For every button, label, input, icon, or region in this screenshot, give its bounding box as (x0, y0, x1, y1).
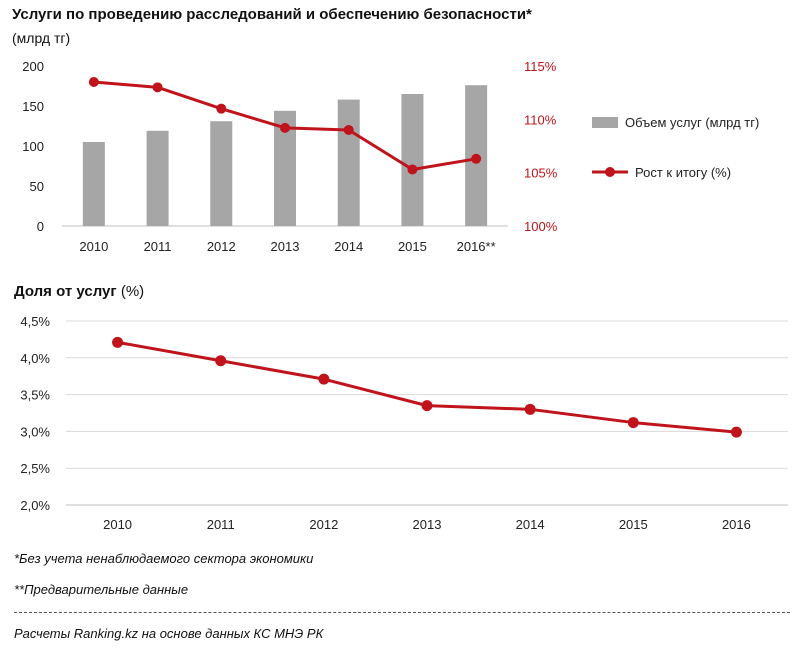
left-tick-label: 50 (30, 179, 44, 194)
x-tick-label: 2013 (271, 239, 300, 254)
y-tick-label: 2,0% (20, 498, 50, 513)
footnote-preliminary: **Предварительные данные (14, 582, 189, 597)
chart1-subtitle: (млрд тг) (12, 30, 71, 46)
legend-bar-label: Объем услуг (млрд тг) (625, 115, 759, 130)
x-tick-label: 2010 (103, 517, 132, 532)
x-tick-label: 2014 (516, 517, 545, 532)
x-tick-label: 2016 (722, 517, 751, 532)
x-tick-label: 2011 (144, 239, 172, 254)
chart2-title: Доля от услуг (%) (14, 283, 144, 300)
legend-line-marker (605, 167, 615, 177)
share-point (318, 373, 330, 385)
x-tick-label: 2012 (309, 517, 338, 532)
right-tick-label: 110% (524, 112, 557, 127)
share-point (627, 417, 639, 429)
volume-bar (146, 130, 169, 226)
growth-point (471, 153, 482, 164)
footnote-unobserved: *Без учета ненаблюдаемого сектора эконом… (14, 551, 314, 566)
volume-bar (82, 142, 105, 226)
y-tick-label: 2,5% (20, 461, 50, 476)
x-tick-label: 2011 (207, 517, 235, 532)
share-point (524, 403, 536, 415)
x-tick-label: 2016** (457, 239, 496, 254)
source-note: Расчеты Ranking.kz на основе данных КС М… (14, 626, 324, 641)
volume-bar (274, 110, 296, 226)
x-tick-label: 2012 (207, 239, 236, 254)
chart2-title-unit: (%) (120, 283, 145, 300)
right-tick-label: 100% (524, 219, 558, 234)
x-tick-label: 2010 (79, 239, 108, 254)
y-tick-label: 3,5% (20, 388, 50, 403)
growth-point (407, 164, 418, 175)
volume-bar (401, 94, 424, 226)
volume-bar (210, 121, 233, 226)
y-tick-label: 4,0% (20, 351, 50, 366)
left-tick-label: 200 (22, 59, 44, 74)
share-point (421, 400, 433, 412)
left-tick-label: 0 (37, 219, 44, 234)
legend-bar-swatch (592, 117, 618, 128)
left-tick-label: 100 (22, 139, 44, 154)
x-tick-label: 2013 (413, 517, 442, 532)
x-tick-label: 2015 (398, 239, 427, 254)
y-tick-label: 3,0% (20, 424, 50, 439)
chart1-svg: 0 50 100 150 200 100% 105% 110% 115% 2010 2011 2012… (22, 59, 759, 254)
share-point (730, 426, 742, 438)
growth-point (343, 125, 354, 135)
growth-point (152, 82, 163, 93)
y-tick-label: 4,5% (20, 314, 50, 329)
chart2-svg: 2,0% 2,5% 3,0% 3,5% 4,0% 4,5% 2010 2011 2012 2013… (20, 314, 788, 532)
chart1-title: Услуги по проведению расследований и обе… (12, 6, 532, 23)
x-tick-label: 2014 (334, 239, 363, 254)
share-line (117, 340, 737, 434)
right-tick-label: 115% (524, 59, 557, 74)
growth-point (88, 77, 99, 87)
growth-point (280, 122, 290, 133)
left-tick-label: 150 (22, 99, 44, 114)
share-point (112, 336, 124, 348)
chart2-title-text: Доля от услуг (14, 283, 117, 300)
share-point (215, 355, 227, 367)
right-tick-label: 105% (524, 166, 558, 181)
divider (14, 612, 790, 613)
x-tick-label: 2015 (619, 517, 648, 532)
legend-line-label: Рост к итогу (%) (635, 165, 731, 180)
growth-point (216, 103, 227, 114)
